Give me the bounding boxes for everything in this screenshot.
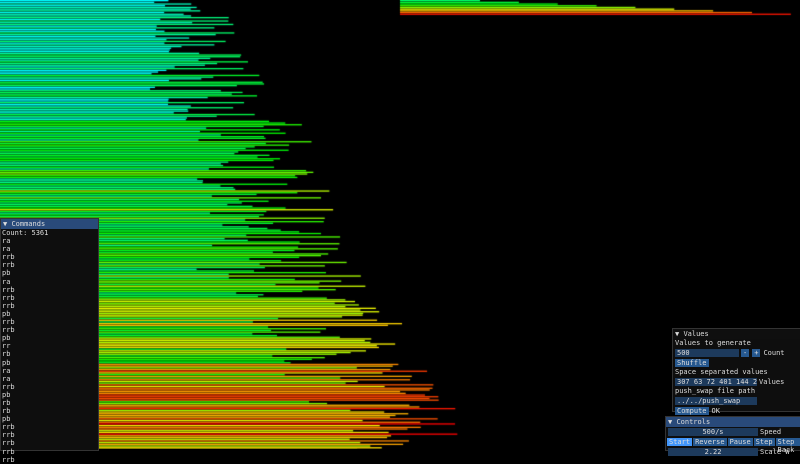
step-button[interactable]: Step [753,438,775,446]
start-button[interactable]: Start [667,438,693,446]
command-item: ra [2,245,11,254]
command-item: ra [2,366,11,375]
command-item: rb [2,398,11,407]
compute-button[interactable]: Compute [675,407,709,415]
values-title-text: Values [683,330,709,338]
command-count: Count: 5361 [2,229,49,237]
command-item: rrb [2,439,15,448]
command-item: rrb [2,285,15,294]
commands-window: ▼ Commands Count: 5361 ra ra rrb rrb pb ra rrb… [0,218,99,464]
pause-button[interactable]: Pause [727,438,753,446]
command-item: rrb [2,326,15,335]
count-label: Count [763,349,785,357]
command-list[interactable]: ra ra rrb rrb pb ra rrb rrb rrb pb rrb rrb pb rr rb pb r… [1,237,98,464]
decrement-button[interactable]: - [741,349,750,357]
stack-visualization [0,0,800,449]
scale-label: Scale W [760,448,790,456]
command-item: rrb [2,423,15,432]
command-item: pb [2,269,11,278]
command-item: rr [2,342,11,351]
command-item: ra [2,277,11,286]
command-item: rrb [2,455,15,464]
values-window: ▼ Values Values to generate 500 - + Coun… [672,328,800,415]
command-item: rb [2,350,11,359]
command-item: rb [2,407,11,416]
command-item: rrb [2,261,15,270]
command-item: pb [2,309,11,318]
compute-status: OK [711,407,720,415]
command-item: ra [2,374,11,383]
commands-title-text: Commands [11,220,46,228]
speed-slider[interactable]: 500/s [668,428,758,436]
command-item: rrb [2,253,15,262]
scale-slider[interactable]: 2.22 [668,448,758,456]
commands-title[interactable]: ▼ Commands [1,219,98,229]
shuffle-button[interactable]: Shuffle [675,359,709,367]
values-label: Values [759,378,785,386]
command-item: rrb [2,382,15,391]
step-back-button[interactable]: Step Back [775,438,800,454]
command-item: pb [2,415,11,424]
command-item: ra [2,237,11,246]
controls-title[interactable]: ▼ Controls [666,417,800,427]
controls-window: ▼ Controls 500/s Speed Start Reverse Pau… [665,416,800,456]
command-item: pb [2,358,11,367]
path-input[interactable]: ../../push_swap [675,397,757,405]
command-item: rrb [2,431,15,440]
generate-label: Values to generate [675,339,751,347]
command-item: rrb [2,318,15,327]
increment-button[interactable]: + [752,349,761,357]
command-item: rrb [2,293,15,302]
path-label: push_swap file path [675,387,756,395]
values-input[interactable]: 307 63 72 401 144 201 [675,378,757,386]
speed-label: Speed [760,428,782,436]
space-values-label: Space separated values [675,368,768,376]
command-item: rrb [2,301,15,310]
command-item: pb [2,390,11,399]
controls-title-text: Controls [676,418,711,426]
command-item: pb [2,334,11,343]
reverse-button[interactable]: Reverse [693,438,727,446]
values-title[interactable]: ▼ Values [673,329,800,339]
count-input[interactable]: 500 [675,349,739,357]
